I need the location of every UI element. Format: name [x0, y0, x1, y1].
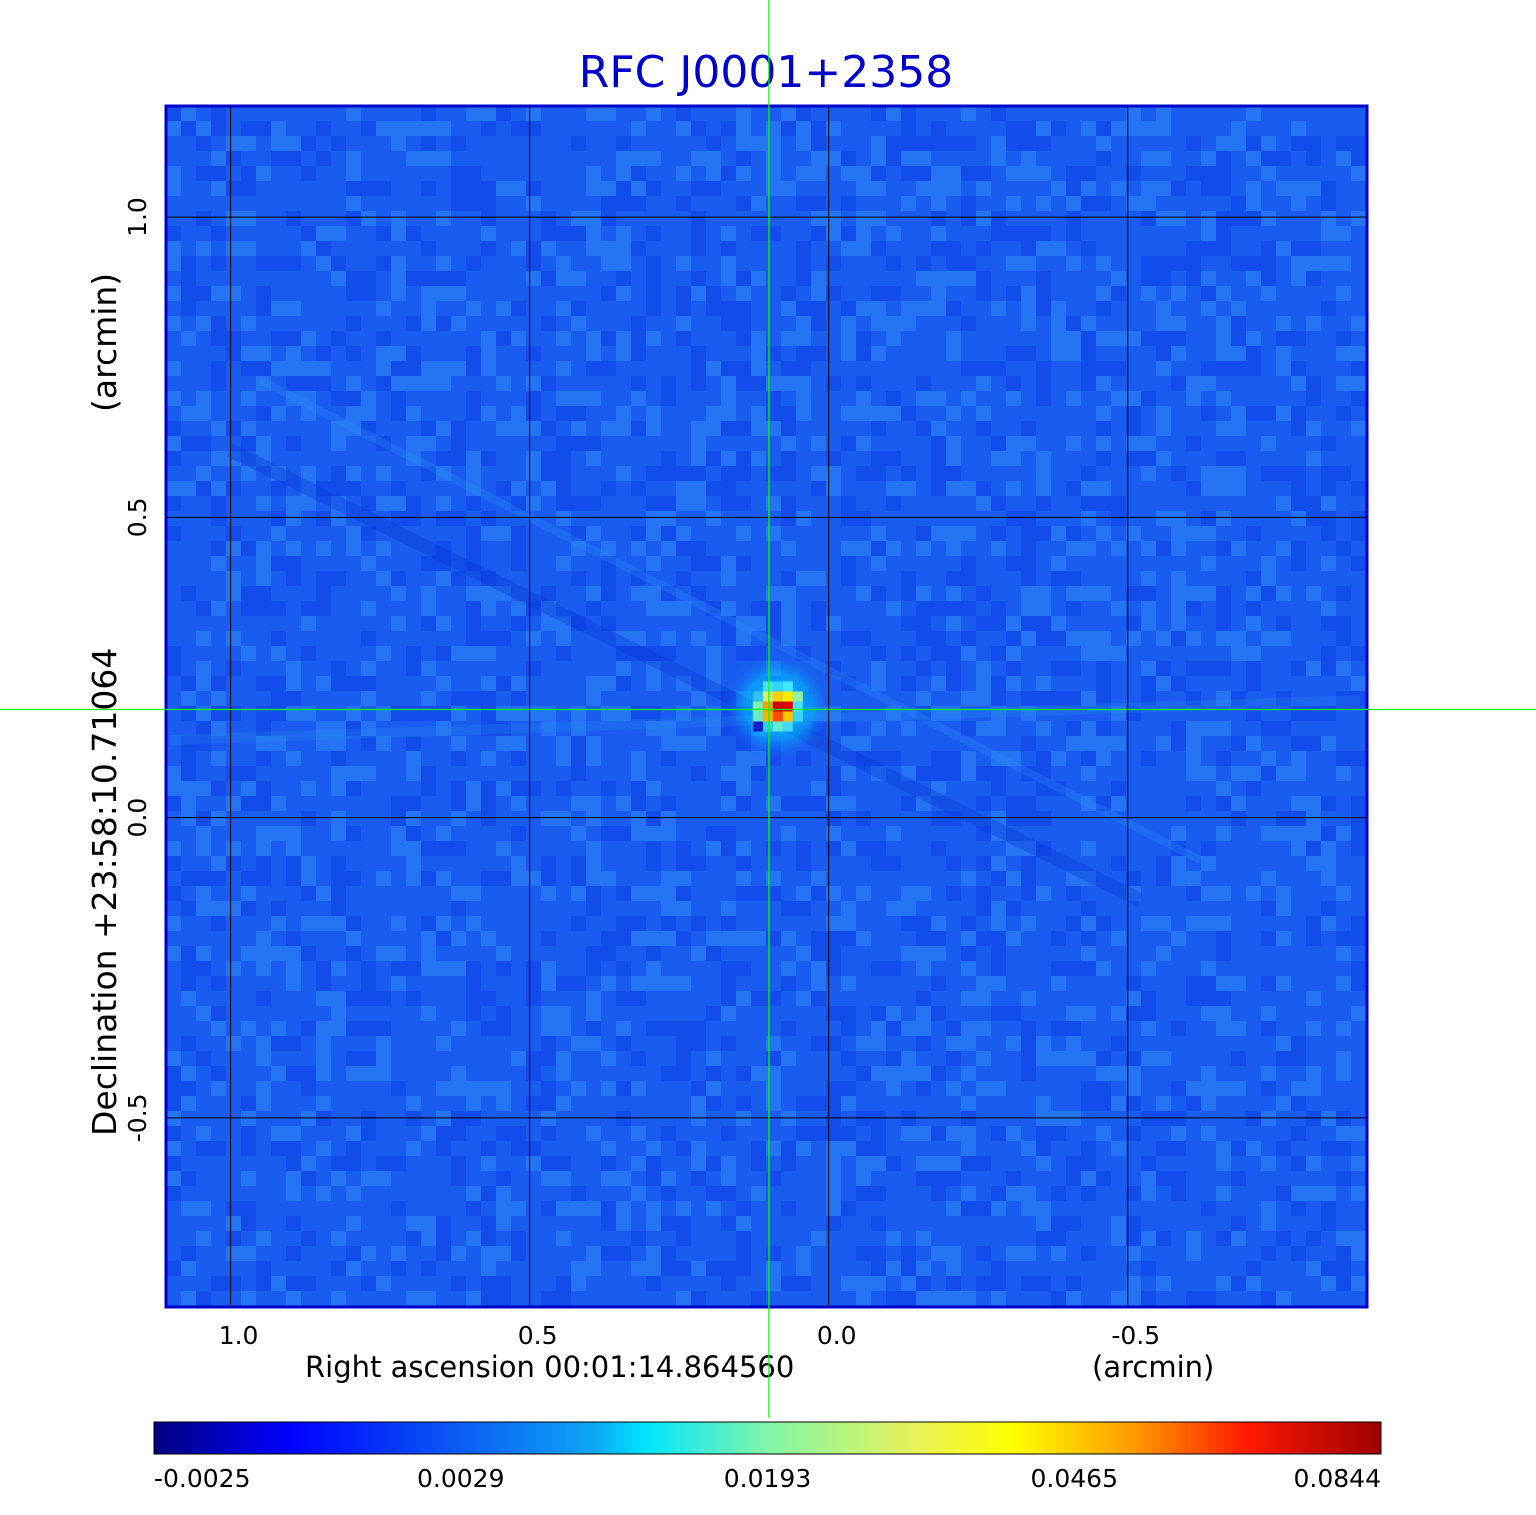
x-tick-label: 0.5 — [518, 1321, 558, 1350]
source-pixel — [772, 721, 783, 732]
colorbar-tick-label: -0.0025 — [154, 1464, 251, 1493]
source-pixel — [752, 711, 763, 722]
y-tick-label: 0.5 — [123, 497, 152, 537]
y-tick-label: 0.0 — [123, 798, 152, 838]
colorbar: -0.0025 0.0029 0.0193 0.0465 0.0844 — [153, 1421, 1382, 1493]
y-axis-unit: (arcmin) — [85, 273, 124, 412]
source-pixel — [762, 701, 773, 712]
grid-lines — [166, 106, 1367, 1307]
y-tick-label: -0.5 — [123, 1093, 152, 1142]
source-pixel — [782, 711, 793, 722]
source-pixel — [792, 711, 803, 722]
source-pixel — [772, 711, 783, 722]
source-pixel — [792, 691, 803, 702]
source-pixel — [752, 721, 763, 732]
source-pixel — [752, 701, 763, 712]
colorbar-tick-label: 0.0193 — [724, 1464, 811, 1493]
source-pixel — [782, 691, 793, 702]
x-tick-label: -0.5 — [1111, 1321, 1160, 1350]
colorbar-tick-labels: -0.0025 0.0029 0.0193 0.0465 0.0844 — [154, 1464, 1381, 1493]
source-pixel — [782, 701, 793, 712]
source-pixel — [792, 701, 803, 712]
y-tick-labels: 1.0 0.5 0.0 -0.5 — [123, 197, 152, 1142]
plot-frame — [164, 104, 1369, 1309]
x-axis-unit: (arcmin) — [1092, 1350, 1214, 1384]
y-tick-label: 1.0 — [123, 197, 152, 237]
source-pixel — [762, 681, 773, 692]
streak-line — [226, 443, 1144, 907]
x-tick-label: 1.0 — [219, 1321, 259, 1350]
colorbar-tick-label: 0.0844 — [1294, 1464, 1381, 1493]
noise-texture — [166, 106, 1367, 1307]
source-pixel — [782, 681, 793, 692]
x-axis-label: Right ascension 00:01:14.864560 — [305, 1350, 794, 1384]
source-pixel — [752, 691, 763, 702]
source-pixel — [772, 691, 783, 702]
x-tick-labels: 1.0 0.5 0.0 -0.5 — [219, 1321, 1160, 1350]
crosshair — [0, 0, 1536, 1418]
plot-area — [164, 104, 1369, 1309]
x-tick-label: 0.0 — [817, 1321, 857, 1350]
radio-source — [722, 651, 833, 762]
source-pixel — [772, 701, 783, 712]
y-axis-label: Declination +23:58:10.71064 — [85, 648, 124, 1136]
colorbar-tick-label: 0.0029 — [417, 1464, 504, 1493]
source-pixel — [772, 681, 783, 692]
colorbar-tick-label: 0.0465 — [1031, 1464, 1118, 1493]
source-pixel — [762, 711, 773, 722]
source-pixel — [762, 721, 773, 732]
colorbar-gradient — [153, 1421, 1382, 1455]
source-pixel — [782, 721, 793, 732]
streak-line — [258, 376, 1202, 864]
chart-title: RFC J0001+2358 — [579, 47, 953, 98]
source-pixel — [762, 691, 773, 702]
